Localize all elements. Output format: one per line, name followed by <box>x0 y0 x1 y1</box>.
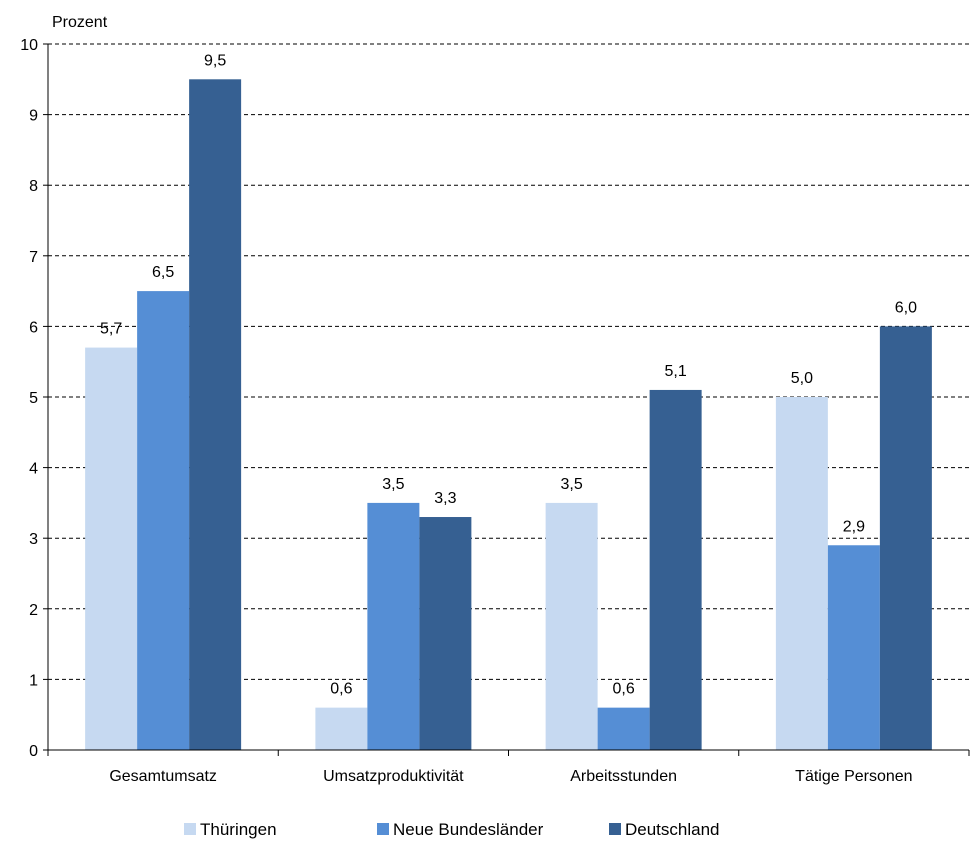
y-axis-ticks: 0 1 2 3 4 5 6 7 8 9 10 <box>20 37 48 760</box>
category-labels: Gesamtumsatz Umsatzproduktivität Arbeitsst… <box>109 768 912 785</box>
legend-label: Neue Bundesländer <box>393 820 544 839</box>
bar-2-3 <box>597 707 650 750</box>
y-tick-label: 10 <box>20 37 38 54</box>
bars <box>85 79 932 751</box>
y-tick-label: 0 <box>29 743 38 760</box>
bar-3-1 <box>189 79 242 751</box>
data-label: 3,5 <box>561 476 583 493</box>
data-label: 6,0 <box>895 299 917 316</box>
y-tick-label: 6 <box>29 319 38 336</box>
data-label: 9,5 <box>204 52 226 69</box>
data-label: 5,7 <box>100 321 122 338</box>
bar-3-3 <box>649 389 702 750</box>
legend-swatch <box>377 823 389 835</box>
data-label: 5,1 <box>665 363 687 380</box>
y-tick-label: 4 <box>29 461 38 478</box>
bar-1-1 <box>85 347 138 750</box>
data-label: 3,3 <box>434 490 456 507</box>
legend-swatch <box>184 823 196 835</box>
axes <box>47 44 970 756</box>
data-labels: 5,7 6,5 9,5 0,6 3,5 3,3 3,5 0,6 5,1 5,0 2,9 6,0 <box>100 52 917 697</box>
data-label: 5,0 <box>791 370 813 387</box>
y-tick-label: 9 <box>29 108 38 125</box>
bar-1-4 <box>775 397 828 750</box>
bar-1-2 <box>315 707 368 750</box>
y-tick-label: 5 <box>29 390 38 407</box>
category-label: Arbeitsstunden <box>570 768 677 785</box>
category-label: Umsatzproduktivität <box>323 768 464 785</box>
data-label: 3,5 <box>382 476 404 493</box>
y-tick-label: 1 <box>29 672 38 689</box>
bar-3-2 <box>419 517 472 750</box>
y-axis-title: Prozent <box>52 14 108 31</box>
data-label: 0,6 <box>330 681 352 698</box>
data-label: 0,6 <box>613 681 635 698</box>
data-label: 2,9 <box>843 518 865 535</box>
data-label: 6,5 <box>152 264 174 281</box>
legend-label: Deutschland <box>625 820 720 839</box>
y-tick-label: 3 <box>29 531 38 548</box>
bar-2-1 <box>137 291 190 750</box>
y-tick-label: 8 <box>29 178 38 195</box>
y-tick-label: 7 <box>29 249 38 266</box>
bar-2-4 <box>827 545 880 750</box>
category-label: Tätige Personen <box>795 768 912 785</box>
y-tick-label: 2 <box>29 602 38 619</box>
legend-label: Thüringen <box>200 820 277 839</box>
legend: Thüringen Neue Bundesländer Deutschland <box>184 820 720 839</box>
bar-1-3 <box>545 502 598 750</box>
bar-3-4 <box>879 326 932 750</box>
legend-swatch <box>609 823 621 835</box>
bar-2-2 <box>367 502 420 750</box>
category-label: Gesamtumsatz <box>109 768 217 785</box>
